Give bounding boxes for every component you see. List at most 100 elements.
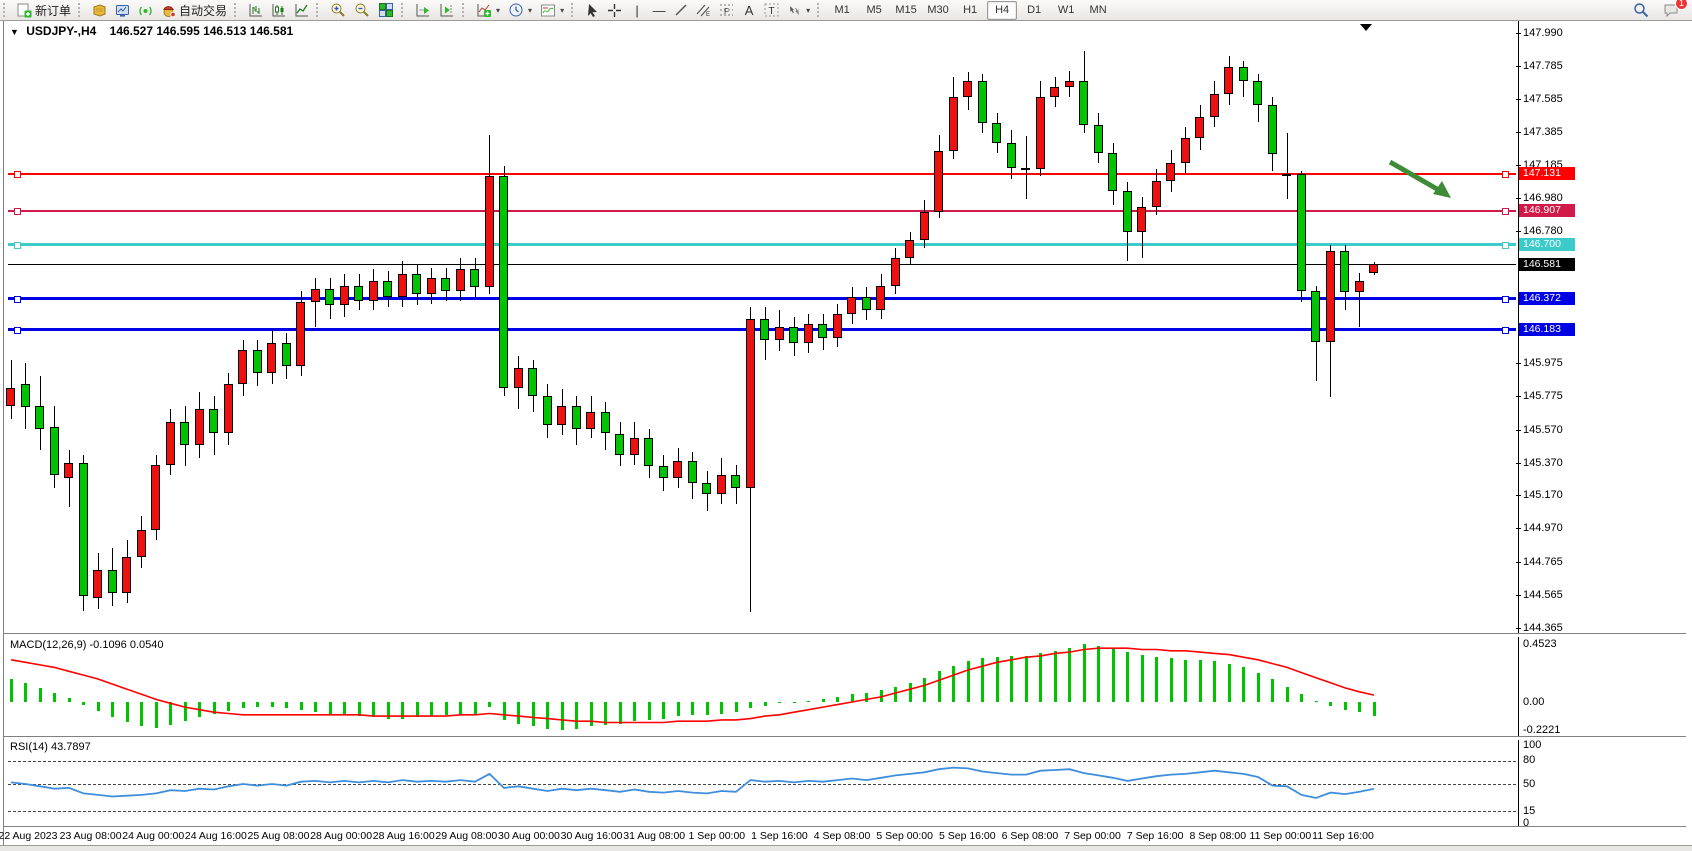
candle — [992, 123, 1001, 143]
metaeditor-button[interactable] — [88, 0, 111, 20]
vertical-line-tool[interactable]: | — [626, 0, 648, 20]
crosshair-tool-button[interactable] — [603, 0, 626, 20]
channel-tool[interactable]: E — [692, 0, 715, 20]
strategy-tester-button[interactable] — [111, 0, 134, 20]
candle — [455, 269, 465, 291]
candle — [151, 464, 160, 531]
candlestick-chart-button[interactable] — [267, 0, 290, 20]
auto-scroll-button[interactable] — [411, 0, 435, 20]
crosshair-icon — [608, 3, 622, 17]
toolbar-grip[interactable] — [234, 3, 241, 17]
candle — [803, 323, 813, 344]
toolbar-grip[interactable] — [78, 3, 85, 17]
macd-histogram-bar — [734, 702, 738, 713]
macd-histogram-bar — [647, 702, 651, 720]
line-handle[interactable] — [1502, 296, 1509, 304]
new-order-button[interactable]: 新订单 — [13, 0, 75, 20]
timeframe-button-m1[interactable]: M1 — [834, 4, 850, 16]
label-tool[interactable]: T — [760, 0, 783, 20]
toolbar-grip[interactable] — [571, 3, 578, 17]
macd-histogram-bar — [517, 702, 520, 724]
date-axis-separator — [4, 826, 1686, 827]
line-handle[interactable] — [14, 171, 21, 179]
line-handle[interactable] — [14, 296, 21, 304]
search-button[interactable] — [1629, 0, 1653, 20]
timeframe-button-m30[interactable]: M30 — [927, 4, 949, 16]
candle — [499, 175, 508, 388]
candle — [1137, 206, 1146, 232]
macd-histogram-bar — [328, 702, 332, 714]
candle — [658, 466, 668, 478]
horizontal-level-line[interactable] — [8, 243, 1516, 247]
macd-histogram-bar — [183, 702, 187, 722]
notifications-button[interactable]: 1 — [1659, 0, 1688, 20]
candle — [484, 175, 494, 288]
macd-histogram-bar — [256, 702, 259, 708]
price-tag: 146.183 — [1519, 323, 1575, 337]
arrows-dropdown[interactable]: ▾ — [783, 0, 814, 20]
date-axis-label: 5 Sep 16:00 — [938, 830, 996, 842]
candle — [963, 80, 972, 97]
toolbar-grip[interactable] — [817, 3, 824, 17]
timeframe-button-m15[interactable]: M15 — [895, 4, 917, 16]
candle — [339, 285, 349, 306]
new-order-icon — [17, 3, 32, 17]
fibonacci-tool[interactable]: F — [715, 0, 738, 20]
text-tool[interactable]: A — [738, 0, 760, 20]
date-axis-label: 24 Aug 16:00 — [184, 830, 247, 842]
horizontal-level-line[interactable] — [8, 209, 1516, 212]
macd-histogram-bar — [212, 702, 216, 714]
periods-dropdown[interactable]: ▾ — [504, 0, 536, 20]
line-handle[interactable] — [1502, 242, 1509, 250]
timeframe-button-w1[interactable]: W1 — [1057, 4, 1075, 16]
timeframe-button-h1[interactable]: H1 — [963, 4, 978, 16]
chart-shift-marker[interactable] — [1360, 24, 1372, 31]
candle — [35, 405, 44, 429]
tile-windows-button[interactable] — [374, 0, 398, 20]
cursor-tool-button[interactable] — [581, 0, 603, 20]
macd-panel-separator[interactable] — [4, 633, 1686, 637]
horizontal-level-line[interactable] — [8, 263, 1516, 265]
line-handle[interactable] — [14, 327, 21, 335]
macd-histogram-bar — [1126, 652, 1129, 702]
toolbar-grip[interactable] — [462, 3, 469, 17]
horizontal-level-line[interactable] — [8, 297, 1516, 301]
timeframe-button-d1[interactable]: D1 — [1027, 4, 1042, 16]
autotrading-button[interactable]: 自动交易 — [157, 0, 231, 20]
chart-symbol: USDJPY-,H4 — [26, 24, 97, 38]
indicators-dropdown[interactable]: ▾ — [472, 0, 504, 20]
horizontal-line-tool[interactable]: — — [648, 0, 670, 20]
candle — [774, 326, 784, 340]
line-chart-button[interactable] — [290, 0, 313, 20]
rsi-panel-separator[interactable] — [4, 736, 1686, 740]
signals-button[interactable] — [134, 0, 157, 20]
chart-dropdown-icon[interactable]: ▼ — [10, 27, 19, 37]
trendline-tool[interactable] — [670, 0, 692, 20]
line-handle[interactable] — [1502, 171, 1509, 179]
macd-histogram-bar — [154, 702, 158, 728]
price-axis-tick — [1516, 32, 1521, 34]
zoom-out-button[interactable] — [350, 0, 374, 20]
macd-histogram-bar — [343, 702, 346, 715]
horizontal-level-line[interactable] — [8, 172, 1516, 175]
templates-dropdown[interactable]: ▾ — [536, 0, 568, 20]
candle — [571, 405, 581, 429]
line-handle[interactable] — [1502, 327, 1509, 335]
macd-histogram-bar — [38, 687, 42, 702]
zoom-in-button[interactable] — [326, 0, 350, 20]
line-handle[interactable] — [14, 208, 21, 216]
timeframe-button-m5[interactable]: M5 — [866, 4, 882, 16]
toolbar-grip[interactable] — [401, 3, 408, 17]
candle — [1311, 290, 1320, 342]
rsi-level-line — [8, 760, 1516, 762]
chart-shift-button[interactable] — [435, 0, 459, 20]
toolbar-grip[interactable] — [3, 3, 10, 17]
bar-chart-button[interactable] — [244, 0, 267, 20]
timeframe-button-h4[interactable]: H4 — [987, 0, 1018, 20]
line-handle[interactable] — [1502, 208, 1509, 216]
zoom-out-icon — [355, 3, 369, 17]
toolbar-grip[interactable] — [316, 3, 323, 17]
line-handle[interactable] — [14, 242, 21, 250]
timeframe-button-mn[interactable]: MN — [1089, 4, 1107, 16]
